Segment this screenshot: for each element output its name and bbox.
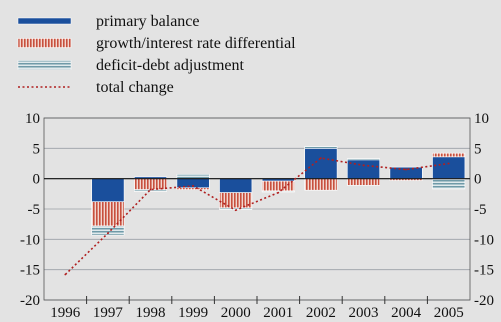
bar-primary-balance: [347, 159, 380, 179]
legend: primary balance growth/interest rate diff…: [17, 13, 296, 96]
bar-primary-balance: [219, 178, 253, 193]
legend-label: deficit-debt adjustment: [96, 57, 245, 74]
legend-swatch-deficit-debt-adjustment: [17, 60, 72, 70]
point-total-change: [234, 209, 237, 212]
y-tick-label-right: -15: [474, 263, 494, 279]
x-tick-label: 2004: [391, 305, 422, 321]
legend-label: growth/interest rate differential: [96, 35, 296, 52]
y-tick-label-right: 5: [474, 141, 482, 157]
bar-growth-interest-differential: [176, 187, 210, 190]
point-total-change: [192, 185, 195, 187]
x-tick-label: 1998: [136, 305, 166, 321]
bar-growth-interest-differential: [219, 192, 253, 209]
bar-primary-balance: [432, 156, 466, 179]
point-total-change: [277, 191, 280, 194]
point-total-change: [149, 188, 152, 191]
bar-growth-interest-differential: [91, 201, 125, 227]
y-tick-label-right: -20: [474, 293, 494, 309]
bar-growth-interest-differential: [347, 178, 380, 186]
x-tick-label: 1999: [178, 305, 208, 321]
y-tick-label-left: 0: [33, 172, 41, 188]
point-total-change: [447, 162, 450, 165]
bar-growth-interest-differential: [261, 180, 295, 192]
bar-primary-balance: [304, 148, 338, 179]
bar-deficit-debt-adjustment: [432, 178, 466, 190]
plot-area: 10 10 5 5 0 0 -5 -5 -10 -10 -15 -15 -20 -20 1996 1997 19…: [20, 111, 494, 321]
x-tick-label: 2000: [221, 305, 251, 321]
y-tick-label-left: -15: [20, 263, 40, 279]
legend-label: primary balance: [96, 13, 200, 30]
legend-swatch-primary-balance: [17, 17, 72, 25]
x-tick-label: 2002: [306, 305, 336, 321]
y-tick-label-left: -5: [28, 202, 41, 218]
y-tick-label-left: -10: [20, 232, 40, 248]
y-tick-label-right: 0: [474, 172, 482, 188]
y-tick-label-right: -5: [474, 202, 487, 218]
x-tick-label: 2001: [263, 305, 293, 321]
bar-deficit-debt-adjustment: [347, 158, 380, 161]
legend-label: total change: [96, 79, 174, 96]
point-total-change: [320, 157, 322, 159]
point-total-change: [362, 164, 365, 167]
y-tick-label-left: 10: [25, 111, 40, 127]
x-tick-label: 2003: [349, 305, 379, 321]
point-total-change: [64, 273, 67, 276]
y-tick-label-right: -10: [474, 232, 494, 248]
x-tick-label: 2005: [434, 305, 464, 321]
bar-primary-balance: [91, 178, 125, 203]
bar-deficit-debt-adjustment: [304, 146, 338, 149]
y-tick-label-left: 5: [33, 141, 41, 157]
bar-deficit-debt-adjustment: [176, 174, 210, 179]
point-total-change: [405, 168, 407, 171]
x-tick-label: 1997: [93, 305, 124, 321]
bar-growth-interest-differential: [432, 152, 466, 158]
y-tick-label-left: -20: [20, 293, 40, 309]
bar-growth-interest-differential: [304, 178, 338, 191]
bar-deficit-debt-adjustment: [91, 225, 125, 236]
point-total-change: [107, 232, 109, 235]
line-total-change: [64, 157, 449, 276]
x-tick-label: 1996: [50, 305, 81, 321]
legend-swatch-growth-interest-differential: [17, 38, 72, 48]
y-tick-label-right: 10: [474, 111, 489, 127]
